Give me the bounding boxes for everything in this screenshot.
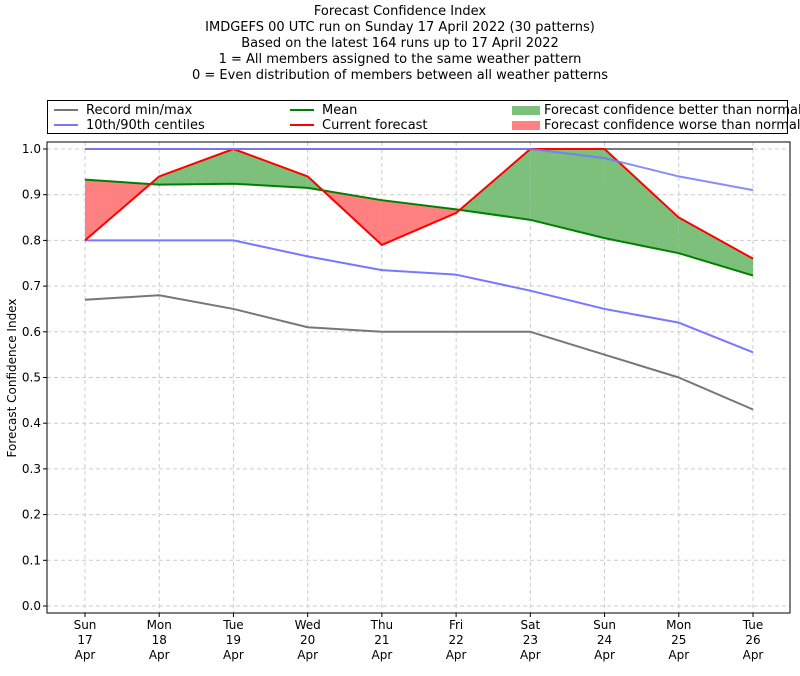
fill-better-than-normal [530, 149, 605, 239]
legend-item-centiles: 10th/90th centiles [54, 117, 205, 133]
y-tick-label: 0.2 [22, 508, 41, 522]
legend-item-better: Forecast confidence better than normal [512, 102, 800, 118]
series-line-record-min [84, 294, 754, 411]
x-tick-label-month: Apr [149, 648, 170, 662]
x-tick-label-month: Apr [223, 648, 244, 662]
title-line-2: IMDGEFS 00 UTC run on Sunday 17 April 20… [205, 20, 595, 35]
legend-swatch-current [290, 124, 314, 126]
series-line-mean [84, 178, 754, 277]
confidence-fills [85, 149, 753, 276]
legend-label-centiles: 10th/90th centiles [86, 117, 205, 133]
x-tick-label-day: Tue [742, 618, 764, 632]
title-line-1: Forecast Confidence Index [313, 4, 487, 19]
fill-worse-than-normal [381, 200, 457, 245]
y-tick-label: 0.9 [22, 188, 41, 202]
legend-swatch-better [512, 105, 540, 115]
x-tick-label-date: 26 [745, 633, 760, 647]
x-tick-label-date: 22 [448, 633, 463, 647]
y-tick-label: 0.0 [22, 599, 41, 613]
x-tick-label-day: Tue [222, 618, 244, 632]
legend-item-current: Current forecast [290, 117, 428, 133]
legend-label-record: Record min/max [86, 102, 193, 118]
x-tick-label-month: Apr [743, 648, 764, 662]
x-tick-label-date: 20 [300, 633, 315, 647]
legend-label-mean: Mean [322, 102, 358, 118]
x-tick-label-day: Wed [295, 618, 321, 632]
legend-label-current: Current forecast [322, 117, 428, 133]
title-line-4: 1 = All members assigned to the same wea… [218, 52, 582, 67]
y-tick-label: 0.8 [22, 233, 41, 247]
series-line-10th-centile [85, 239, 754, 354]
fill-better-than-normal [678, 217, 753, 276]
x-tick-label-month: Apr [372, 648, 393, 662]
y-tick-label: 0.1 [22, 553, 41, 567]
y-tick-label: 1.0 [22, 142, 41, 156]
x-tick-label-month: Apr [668, 648, 689, 662]
series-lines [84, 148, 754, 411]
x-tick-label-date: 25 [671, 633, 686, 647]
x-tick-label-day: Sun [74, 618, 97, 632]
y-axis-ticks: 0.0 0.1 0.2 0.3 0.4 0.5 0.6 0.7 0.8 0.9 1.0 [22, 142, 47, 613]
fill-better-than-normal [459, 149, 531, 220]
x-tick-label-day: Mon [666, 618, 691, 632]
x-tick-label-date: 24 [597, 633, 612, 647]
x-tick-label-date: 23 [523, 633, 538, 647]
x-tick-label-month: Apr [297, 648, 318, 662]
x-tick-label-date: 19 [226, 633, 241, 647]
legend-item-worse: Forecast confidence worse than normal [512, 117, 800, 133]
fill-better-than-normal [233, 149, 308, 188]
x-tick-label-month: Apr [594, 648, 615, 662]
legend-item-record: Record min/max [54, 102, 192, 118]
x-axis-ticks: Sun17AprMon18AprTue19AprWed20AprThu21Apr… [74, 613, 764, 662]
y-tick-label: 0.4 [22, 416, 41, 430]
legend-swatch-worse [512, 120, 540, 130]
legend-label-better: Forecast confidence better than normal [544, 102, 800, 118]
fill-better-than-normal [159, 149, 234, 185]
y-tick-label: 0.5 [22, 371, 41, 385]
title-line-3: Based on the latest 164 runs up to 17 Ap… [241, 36, 559, 51]
x-tick-label-month: Apr [75, 648, 96, 662]
x-tick-label-day: Thu [370, 618, 394, 632]
fill-better-than-normal [604, 149, 679, 254]
series-line-current-forecast [84, 148, 754, 260]
y-tick-label: 0.3 [22, 462, 41, 476]
x-tick-label-day: Mon [147, 618, 172, 632]
x-tick-label-day: Fri [449, 618, 463, 632]
x-tick-label-day: Sat [520, 618, 540, 632]
chart-title: Forecast Confidence Index IMDGEFS 00 UTC… [0, 4, 800, 84]
x-tick-label-month: Apr [520, 648, 541, 662]
legend-item-mean: Mean [290, 102, 357, 118]
x-tick-label-date: 18 [152, 633, 167, 647]
x-tick-label-date: 17 [77, 633, 92, 647]
y-tick-label: 0.6 [22, 325, 41, 339]
y-axis-label: Forecast Confidence Index [5, 299, 19, 458]
y-tick-label: 0.7 [22, 279, 41, 293]
legend: Record min/max 10th/90th centiles Mean C… [47, 100, 800, 134]
x-tick-label-month: Apr [446, 648, 467, 662]
legend-swatch-centiles [54, 124, 78, 126]
legend-swatch-record [54, 109, 78, 111]
x-tick-label-day: Sun [593, 618, 616, 632]
legend-label-worse: Forecast confidence worse than normal [544, 117, 800, 133]
x-tick-label-date: 21 [374, 633, 389, 647]
title-line-5: 0 = Even distribution of members between… [191, 68, 609, 83]
series-line-90th-centile [85, 148, 754, 192]
legend-swatch-mean [290, 109, 314, 111]
